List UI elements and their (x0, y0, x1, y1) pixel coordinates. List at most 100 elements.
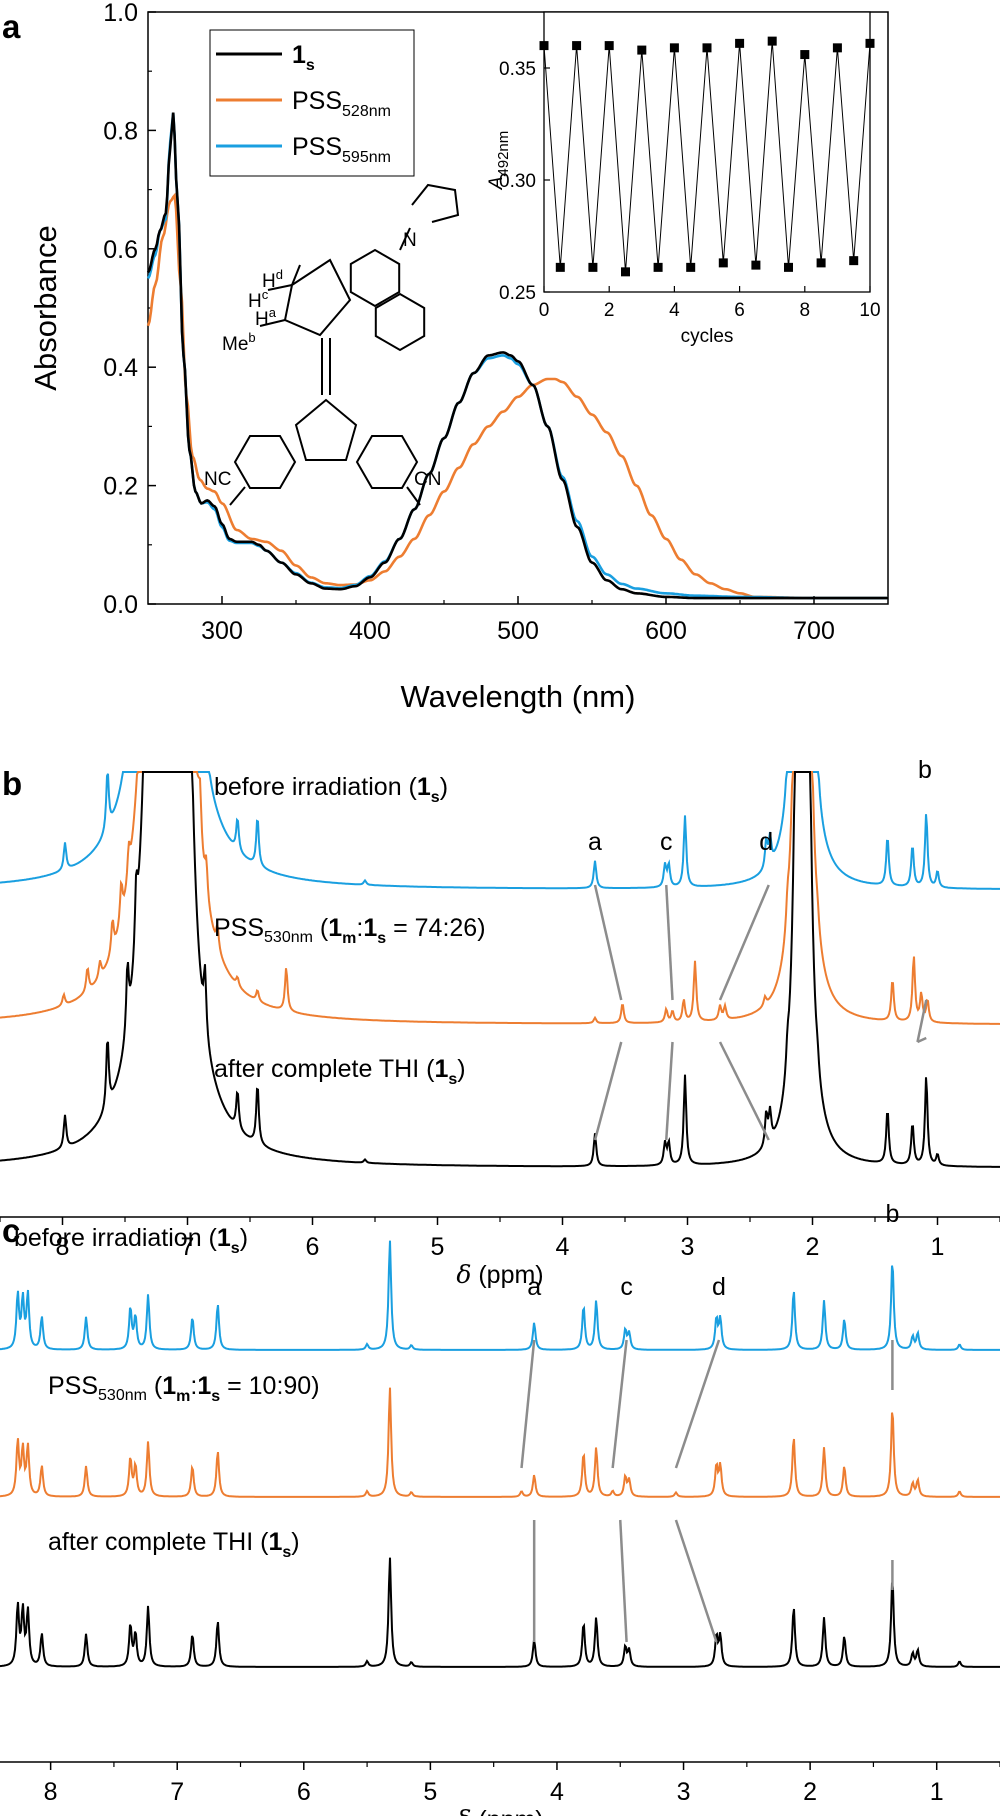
inset-y-tick-label: 0.35 (499, 59, 536, 80)
spectrum-label-colon: : (190, 1372, 197, 1400)
x-tick-label: 700 (793, 617, 835, 645)
inset-data-point (718, 258, 728, 268)
cyclopentane-ring (283, 258, 352, 337)
correlation-line (718, 1041, 770, 1141)
inset-x-tick-label: 8 (800, 300, 811, 321)
inset-data-point (800, 50, 810, 60)
spectrum-label: before irradiation (1s) (14, 1224, 248, 1257)
x-tick-label: 1 (931, 1233, 945, 1261)
substituent-bonds (259, 284, 293, 327)
x-axis-label-text: (ppm) (471, 1261, 543, 1289)
y-tick-label: 0.8 (103, 117, 138, 145)
spectrum-label-name: PSS (48, 1372, 98, 1400)
spectrum-label-open: ( (313, 914, 329, 942)
legend-label: PSS595nm (292, 133, 391, 166)
spectrum-label-open: ( (147, 1372, 163, 1400)
double-bond (321, 338, 331, 395)
spectrum-label: after complete THI (1s) (48, 1528, 300, 1561)
inset-data-point (702, 43, 712, 53)
inset-data-point (832, 43, 842, 53)
fluorene-ring-left (233, 435, 297, 489)
spectrum-label-compound: 1 (417, 773, 431, 801)
inset-data-point (865, 38, 875, 48)
peak-label-c: c (660, 828, 673, 856)
correlation-line (593, 884, 623, 1001)
spectrum-label-sub: s (282, 1544, 291, 1561)
spectrum-label-compound: 1 (268, 1528, 282, 1556)
inset-y-axis-label: A492nm (486, 131, 512, 191)
series-line-1s (146, 112, 888, 600)
inset-data-point (555, 262, 565, 272)
legend-label-sub: 528nm (342, 103, 391, 120)
correlation-line (916, 1036, 927, 1044)
spectrum-label-c1: 1 (328, 914, 342, 942)
label-hc: Hc (248, 287, 269, 312)
spectrum-label-name: before irradiation ( (14, 1224, 218, 1252)
peak-label-a: a (527, 1273, 541, 1301)
x-axis-label-symbol: δ (456, 1260, 471, 1289)
inset-data-point (784, 262, 793, 272)
y-tick-label: 0.4 (103, 354, 138, 382)
inset-data-point (539, 41, 549, 51)
spectrum-label-name: after complete THI ( (48, 1528, 269, 1556)
label-hd-main: H (262, 271, 276, 292)
legend-label: 1s (292, 41, 315, 74)
label-hd: Hd (262, 267, 283, 292)
inset-data-point (604, 41, 614, 51)
spectrum-label-ratio: = 74:26) (386, 914, 485, 942)
spectrum-label-sub: 530nm (264, 929, 313, 946)
spectrum-label-close: ) (440, 773, 448, 801)
x-tick-label: 400 (349, 617, 391, 645)
n-bond (399, 227, 411, 251)
spectrum-label-name: after complete THI ( (214, 1055, 435, 1083)
inset-data-point (621, 267, 630, 277)
peak-label-b: b (885, 1200, 899, 1228)
x-tick-label: 6 (306, 1233, 320, 1261)
legend-label-main: 1 (292, 41, 306, 69)
correlation-line (593, 1041, 623, 1141)
spectrum-label-c1: 1 (162, 1372, 176, 1400)
spectrum-label-sub: s (431, 789, 440, 806)
inset-data-point (669, 43, 679, 53)
y-axis-label: Absorbance (28, 225, 63, 390)
spectrum-label-close: ) (291, 1528, 299, 1556)
hd-bond (291, 264, 301, 286)
legend-label: PSS528nm (292, 87, 391, 120)
inset-x-tick-label: 2 (604, 300, 615, 321)
nmr-spectrum-1 (0, 771, 1000, 1025)
x-axis-label-symbol: δ (456, 1805, 471, 1816)
label-hc-sup: c (262, 287, 269, 302)
spectrum-label: PSS530nm (1m:1s = 10:90) (48, 1372, 320, 1405)
nmr-spectrum-2 (0, 1557, 1000, 1668)
spectrum-label-close: ) (240, 1224, 248, 1252)
x-tick-label: 7 (181, 1233, 195, 1261)
x-tick-label: 3 (681, 1233, 695, 1261)
pyrrolidine-ring (411, 183, 460, 223)
x-tick-label: 3 (677, 1778, 691, 1806)
spectrum-label-colon: : (356, 914, 363, 942)
spectrum-label-sub: 530nm (98, 1387, 147, 1404)
x-axis-label: Wavelength (nm) (401, 679, 636, 714)
naphthalene-ring-1 (349, 248, 401, 308)
spectrum-label-ratio: = 10:90) (220, 1372, 319, 1400)
label-hd-sup: d (276, 267, 283, 282)
legend-label-main: PSS (292, 133, 342, 161)
peak-label-b: b (918, 756, 932, 784)
x-axis-label-text: (ppm) (471, 1806, 543, 1816)
x-tick-label: 4 (550, 1778, 564, 1806)
spectrum-label: PSS530nm (1m:1s = 74:26) (214, 914, 486, 947)
chemical-structure (229, 183, 460, 506)
x-tick-label: 6 (297, 1778, 311, 1806)
panel-c-label: c (2, 1212, 20, 1249)
spectrum-label-c2: 1 (197, 1372, 211, 1400)
legend-label-sub: 595nm (342, 149, 391, 166)
inset-y-tick-label: 0.30 (499, 171, 536, 192)
y-tick-label: 0.6 (103, 236, 138, 264)
spectrum-label: before irradiation (1s) (214, 773, 448, 806)
spectrum-label-sub: s (448, 1071, 457, 1088)
label-meb-main: Me (222, 334, 248, 355)
nmr-spectrum-1 (0, 1387, 1000, 1498)
correlation-line (665, 1041, 674, 1141)
